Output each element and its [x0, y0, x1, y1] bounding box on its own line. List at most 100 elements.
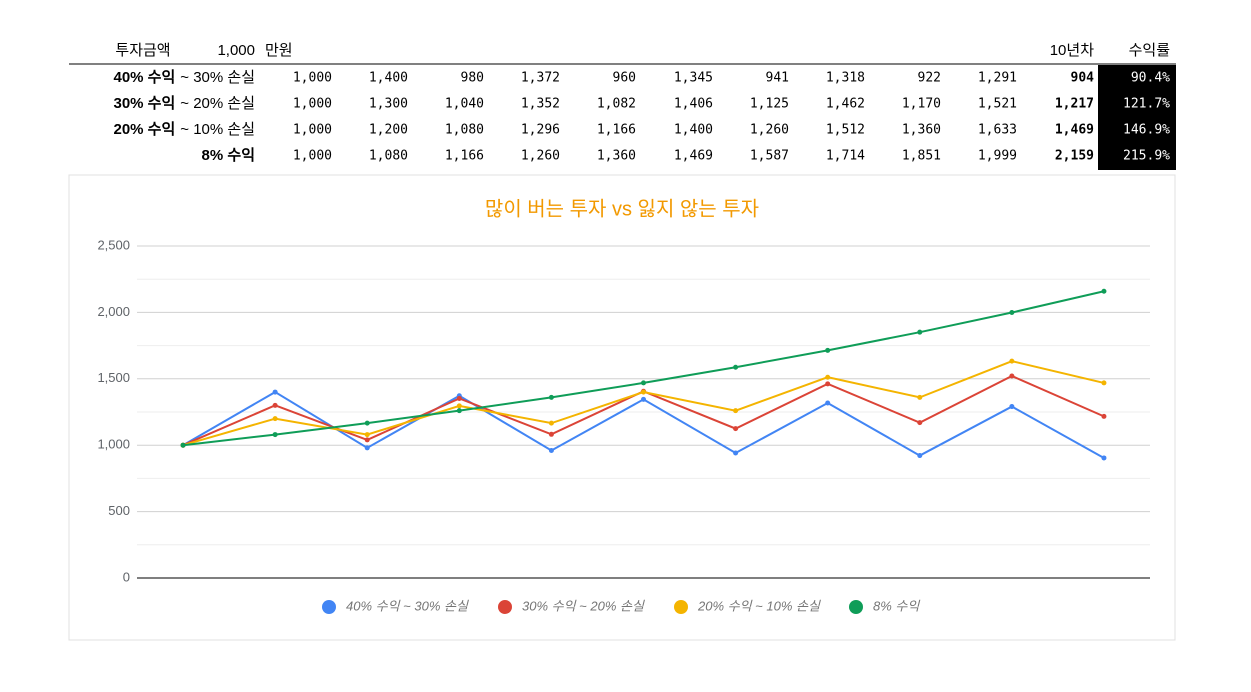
- point: [825, 374, 831, 380]
- cell-value: 1,714: [826, 149, 865, 164]
- cell-value: 1,462: [826, 97, 865, 112]
- point: [641, 396, 646, 402]
- cell-value: 1,170: [902, 97, 941, 112]
- cell-final: 1,469: [1055, 123, 1094, 138]
- legend-label: 40% 수익 ~ 30% 손실: [346, 598, 469, 613]
- cell-value: 1,360: [902, 123, 941, 138]
- row-label: 8% 수익: [202, 146, 255, 164]
- cell-value: 980: [461, 71, 484, 86]
- row-label: 30% 수익 ~ 20% 손실: [113, 94, 255, 112]
- row-label: 40% 수익 ~ 30% 손실: [113, 68, 255, 86]
- point: [917, 329, 923, 335]
- legend-swatch: [849, 600, 863, 614]
- y-tick-label: 1,500: [97, 370, 130, 385]
- header-unit: 만원: [265, 42, 293, 59]
- point: [1009, 310, 1015, 316]
- header-rate: 수익률: [1129, 42, 1171, 59]
- point: [456, 408, 462, 414]
- point: [456, 395, 462, 401]
- point: [364, 445, 370, 451]
- row-label-rest: ~ 30% 손실: [180, 69, 255, 86]
- y-tick-label: 0: [123, 569, 130, 584]
- cell-final: 1,217: [1055, 97, 1094, 112]
- legend-swatch: [498, 600, 512, 614]
- cell-value: 1,360: [597, 149, 636, 164]
- point: [272, 389, 278, 395]
- point: [272, 416, 278, 422]
- point: [917, 420, 923, 426]
- row-label-bold: 20% 수익: [113, 120, 175, 138]
- legend-label: 8% 수익: [873, 598, 920, 613]
- y-tick-label: 2,000: [97, 304, 130, 319]
- point: [1009, 404, 1015, 410]
- cell-value: 1,000: [293, 123, 332, 138]
- y-tick-label: 1,000: [97, 437, 130, 452]
- cell-rate: 215.9%: [1123, 149, 1170, 164]
- cell-value: 1,000: [293, 149, 332, 164]
- point: [917, 453, 923, 459]
- row-label-rest: ~ 20% 손실: [180, 95, 255, 112]
- row-label: 20% 수익 ~ 10% 손실: [113, 120, 255, 138]
- point: [548, 420, 554, 426]
- row-label-rest: ~ 10% 손실: [180, 121, 255, 138]
- point: [825, 400, 831, 406]
- header-label: 투자금액: [115, 42, 170, 59]
- cell-value: 1,000: [293, 71, 332, 86]
- cell-value: 1,166: [597, 123, 636, 138]
- cell-value: 1,000: [293, 97, 332, 112]
- cell-value: 1,999: [978, 149, 1017, 164]
- point: [733, 426, 739, 432]
- cell-value: 1,400: [369, 71, 408, 86]
- cell-value: 1,469: [674, 149, 713, 164]
- cell-rate: 90.4%: [1131, 71, 1170, 86]
- cell-value: 1,352: [521, 97, 560, 112]
- cell-rate: 146.9%: [1123, 123, 1170, 138]
- cell-value: 1,082: [597, 97, 636, 112]
- cell-value: 1,633: [978, 123, 1017, 138]
- cell-value: 1,166: [445, 149, 484, 164]
- cell-rate: 121.7%: [1123, 97, 1170, 112]
- legend-swatch: [322, 600, 336, 614]
- cell-value: 941: [766, 71, 789, 86]
- point: [1101, 413, 1107, 419]
- cell-value: 1,080: [369, 149, 408, 164]
- cell-value: 1,587: [750, 149, 789, 164]
- point: [1009, 358, 1015, 364]
- legend-label: 30% 수익 ~ 20% 손실: [522, 598, 645, 613]
- cell-value: 960: [613, 71, 636, 86]
- point: [456, 403, 462, 409]
- point: [364, 437, 370, 443]
- point: [641, 380, 646, 386]
- point: [825, 381, 831, 387]
- point: [272, 432, 278, 438]
- chart-frame: [68, 174, 1176, 641]
- point: [641, 389, 646, 395]
- point: [733, 450, 739, 456]
- y-tick-label: 500: [108, 503, 130, 518]
- y-tick-label: 2,500: [97, 237, 130, 252]
- point: [548, 394, 554, 400]
- point: [1101, 380, 1107, 386]
- point: [364, 420, 370, 426]
- header-final: 10년차: [1050, 42, 1094, 59]
- cell-value: 1,125: [750, 97, 789, 112]
- cell-value: 1,300: [369, 97, 408, 112]
- legend-swatch: [674, 600, 688, 614]
- row-label-bold: 8% 수익: [202, 146, 255, 164]
- cell-value: 1,080: [445, 123, 484, 138]
- row-label-bold: 30% 수익: [113, 94, 175, 112]
- cell-value: 1,345: [674, 71, 713, 86]
- cell-value: 1,512: [826, 123, 865, 138]
- point: [180, 442, 186, 448]
- cell-value: 1,406: [674, 97, 713, 112]
- cell-value: 1,400: [674, 123, 713, 138]
- point: [1101, 455, 1107, 461]
- cell-value: 1,372: [521, 71, 560, 86]
- cell-value: 1,296: [521, 123, 560, 138]
- row-label-bold: 40% 수익: [113, 68, 175, 86]
- point: [548, 431, 554, 437]
- point: [733, 364, 739, 370]
- header-amount: 1,000: [217, 42, 255, 59]
- rate-cell-bg: [1098, 65, 1176, 170]
